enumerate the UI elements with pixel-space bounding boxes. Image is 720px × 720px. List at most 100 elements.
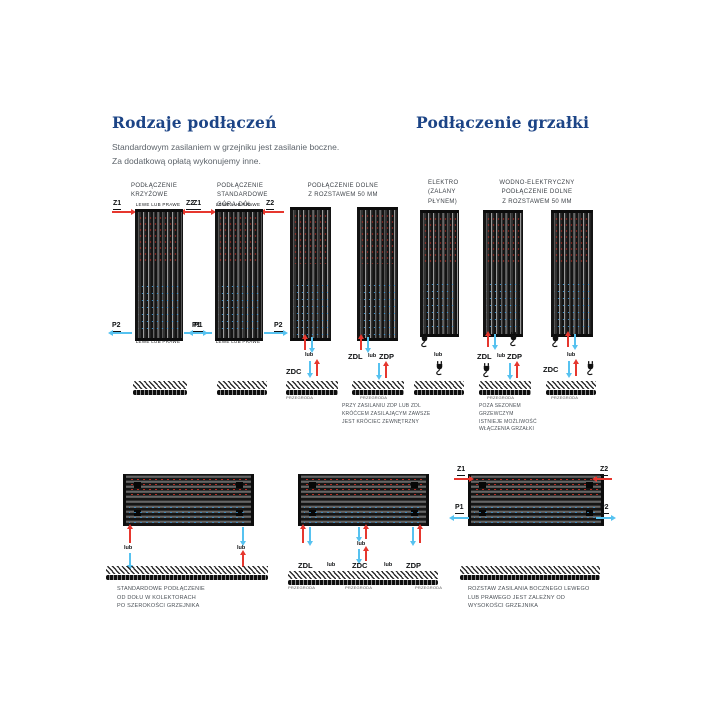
caption-line: POZA SEZONEM xyxy=(479,403,521,409)
flow-down-arrow-icon xyxy=(376,363,382,380)
title-line: WODNO-ELEKTRYCZNY xyxy=(499,180,575,186)
wall-section-icon xyxy=(217,381,267,395)
radiator-horizontal-boczne xyxy=(468,474,604,526)
hatch-pattern xyxy=(133,381,187,389)
hatch-pattern xyxy=(286,381,338,389)
title-line: ELEKTRO xyxy=(428,180,459,186)
caption-line: LUB PRAWEGO JEST ZALEŻNY OD xyxy=(468,594,565,601)
caption-line: WŁĄCZENIA GRZAŁKI xyxy=(479,426,535,433)
intro-line-2: Za dodatkową opłatą wykonujemy inne. xyxy=(112,155,261,166)
return-arrow-icon xyxy=(188,329,212,336)
flow-up-arrow-icon xyxy=(302,334,308,350)
caption-line: WYSOKOŚCI GRZEJNIKA xyxy=(468,603,539,610)
power-plug-icon xyxy=(585,360,596,376)
title-line: PODŁĄCZENIE xyxy=(131,183,178,189)
power-plug-icon xyxy=(550,332,561,348)
lub-label: lub xyxy=(434,352,443,358)
intro-text: Standardowym zasilaniem w grzejniku jest… xyxy=(112,141,339,168)
lewe-lub-prawe-label: LEWE LUB PRAWE xyxy=(215,339,261,344)
flow-up-arrow-icon xyxy=(300,524,306,543)
title-line: Z ROZSTAWEM 50 MM xyxy=(308,192,378,199)
flow-up-arrow-icon xyxy=(417,524,423,543)
connector-boss xyxy=(411,510,418,516)
title-line: KRZYŻOWE xyxy=(131,192,168,199)
port-z2: Z2 xyxy=(600,466,609,476)
baseboard-bar xyxy=(286,390,338,395)
return-arrow-icon xyxy=(108,329,132,336)
hatch-pattern xyxy=(217,381,267,389)
title-line: GÓRA-DÓŁ xyxy=(217,201,252,208)
lub-label: lub xyxy=(368,353,377,359)
title-wodno-elektryczny: WODNO-ELEKTRYCZNY PODŁĄCZENIE DOLNE Z RO… xyxy=(481,179,593,207)
zdl-label: ZDL xyxy=(477,352,492,361)
baseboard-bar xyxy=(288,580,438,585)
radiator-standardowe xyxy=(215,209,263,341)
caption-line: ROZSTAW ZASILANIA BOCZNEGO LEWEGO xyxy=(468,586,590,592)
zdl-label: ZDL xyxy=(348,352,363,361)
connector-boss xyxy=(236,510,243,516)
lewe-lub-prawe-label: LEWE LUB PRAWE xyxy=(135,339,181,344)
return-arrow-icon xyxy=(449,514,469,521)
flow-down-arrow-icon xyxy=(240,527,246,546)
connector-boss xyxy=(586,510,593,516)
baseboard-bar xyxy=(479,390,531,395)
hatch-pattern xyxy=(106,566,268,574)
zdl-label: ZDL xyxy=(298,561,313,570)
radiator-dolne-zdc xyxy=(290,207,331,341)
caption-kolektory: STANDARDOWE PODŁĄCZENIE OD DOŁU W KOLEKT… xyxy=(117,585,247,611)
wall-section-icon xyxy=(546,381,596,395)
przegroda-label: PRZEGRODA xyxy=(286,395,314,400)
lub-label: lub xyxy=(497,353,506,359)
flow-up-arrow-icon xyxy=(363,546,369,561)
przegroda-label: PRZEGRODA xyxy=(345,585,373,590)
left-section-heading: Rodzaje podłączeń xyxy=(112,113,277,132)
flow-down-arrow-icon xyxy=(356,527,362,542)
port-z1: Z1 xyxy=(457,466,466,476)
lub-label: lub xyxy=(384,562,393,568)
radiator-wodno-zdc xyxy=(551,210,593,337)
wall-section-icon xyxy=(414,381,464,395)
connector-boss xyxy=(309,482,316,488)
caption-rozstaw: ROZSTAW ZASILANIA BOCZNEGO LEWEGO LUB PR… xyxy=(468,585,613,611)
supply-arrow-icon xyxy=(192,208,216,215)
radiator-elektro xyxy=(420,210,459,337)
caption-line: OD DOŁU W KOLEKTORACH xyxy=(117,594,196,601)
lub-label: lub xyxy=(327,562,336,568)
title-dolne: PODŁĄCZENIE DOLNE Z ROZSTAWEM 50 MM xyxy=(289,182,397,201)
radiator-dolne-zdl-zdp xyxy=(357,207,398,341)
lub-label: lub xyxy=(124,545,133,551)
port-p1: P1 xyxy=(192,322,201,332)
baseboard-bar xyxy=(414,390,464,395)
zdc-label: ZDC xyxy=(543,365,559,374)
hatch-pattern xyxy=(352,381,404,389)
title-line: PODŁĄCZENIE xyxy=(217,183,264,189)
flow-down-arrow-icon xyxy=(507,363,513,380)
flow-down-arrow-icon xyxy=(356,549,362,564)
title-standardowe: PODŁĄCZENIE STANDARDOWE GÓRA-DÓŁ xyxy=(217,182,268,210)
wall-section-icon xyxy=(352,381,404,395)
flow-up-arrow-icon xyxy=(383,361,389,378)
zdc-label: ZDC xyxy=(352,561,368,570)
flow-down-arrow-icon xyxy=(307,361,313,378)
right-section-heading: Podłączenie grzałki xyxy=(416,113,590,132)
flow-up-arrow-icon xyxy=(314,359,320,376)
lewe-lub-prawe-label: LEWE LUB PRAWE xyxy=(215,202,261,207)
connector-boss xyxy=(134,482,141,488)
connector-boss xyxy=(236,482,243,488)
caption-line: ISTNIEJE MOŻLIWOŚĆ xyxy=(479,418,537,425)
wall-section-icon xyxy=(286,381,338,395)
radiator-horizontal-zdl-zdc-zdp xyxy=(298,474,429,526)
title-line: PŁYNEM) xyxy=(428,198,458,205)
baseboard-bar xyxy=(133,390,187,395)
lub-label: lub xyxy=(357,541,366,547)
supply-arrow-icon xyxy=(260,208,284,215)
title-line: PODŁĄCZENIE DOLNE xyxy=(501,189,573,196)
flow-down-arrow-icon xyxy=(410,527,416,546)
port-z2: Z2 xyxy=(186,200,195,210)
return-arrow-icon xyxy=(264,329,288,336)
port-z1: Z1 xyxy=(193,200,202,210)
flow-up-arrow-icon xyxy=(573,359,579,376)
flow-up-arrow-icon xyxy=(240,550,246,567)
flow-down-arrow-icon xyxy=(309,337,315,353)
baseboard-bar xyxy=(106,575,268,580)
